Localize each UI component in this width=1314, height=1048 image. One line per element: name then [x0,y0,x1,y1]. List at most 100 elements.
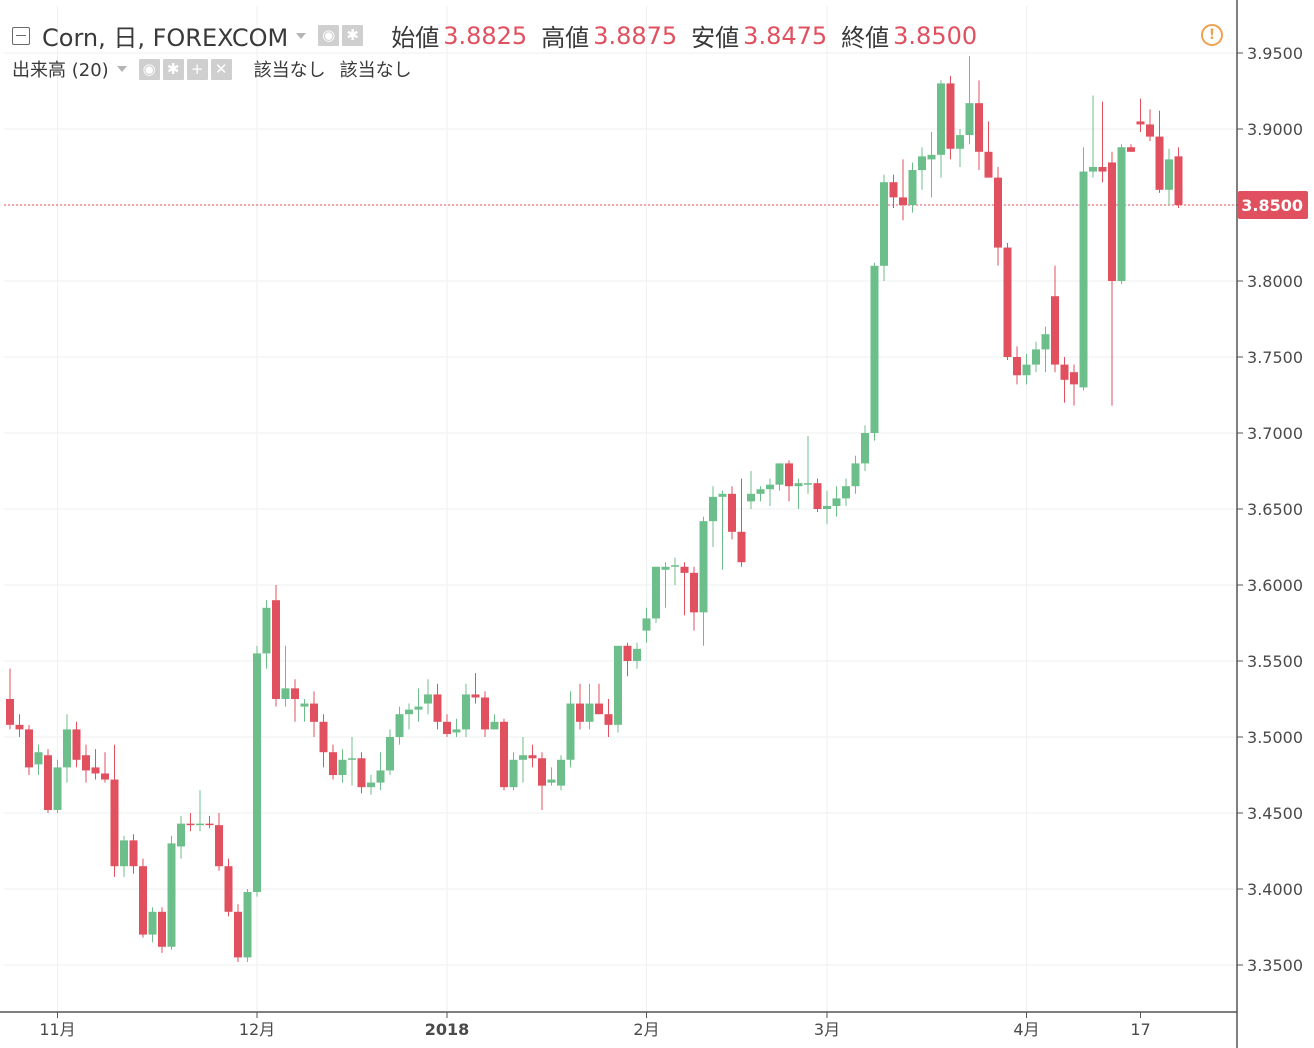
candles [6,56,1183,962]
candle-body [851,463,860,487]
volume-value-1: 該当なし [253,60,326,81]
candle-body [870,265,879,433]
candle-body [994,177,1002,248]
price-tick-label: 3.9000 [1247,120,1303,139]
close-label: 終値 [841,24,890,52]
candle-body [908,170,917,205]
candle-body [538,758,546,786]
candle-body [281,688,290,699]
candle-body [728,493,736,532]
candle-body [253,653,261,893]
open-value: 3.8825 [443,21,528,50]
candle-body [861,433,869,464]
candle-body [965,103,974,136]
candle-body [462,694,470,730]
time-axis[interactable]: 11月 12月 2018 2月 3月 4月 17 [39,1012,1151,1039]
candle-body [471,694,480,698]
candle-body [272,600,280,699]
candle-body [224,866,233,912]
price-axis[interactable]: 3.3500 3.4000 3.4500 3.5000 3.5500 3.6000 3.65… [1237,44,1308,975]
eye-icon[interactable]: ◉ [138,58,160,80]
candle-body [766,484,774,490]
candle-body [699,521,708,613]
candle-body [395,714,404,737]
candle-body [376,770,385,783]
candle-body [1089,167,1097,172]
close-value: 3.8500 [893,21,978,50]
candle-body [832,498,841,506]
candle-body [813,483,822,509]
candle-body [291,688,299,699]
open-label: 始値 [391,24,440,52]
candle-body [576,703,584,722]
candle-body [414,706,423,710]
candle-body [490,721,499,730]
price-tick-label: 3.9500 [1247,44,1303,63]
candle-body [433,694,442,722]
candle-body [690,572,698,613]
candle-body [718,493,727,497]
candle-body [956,135,964,149]
candle-body [319,721,328,753]
candle-body [34,752,43,765]
candle-body [652,566,660,619]
price-tick-label: 3.4000 [1247,880,1303,899]
chevron-down-icon[interactable] [296,32,307,39]
candle-body [424,694,432,704]
chevron-down-icon[interactable] [116,66,127,72]
candle-body [405,709,413,715]
candle-body [946,83,955,149]
candle-body [196,823,204,826]
candle-body [937,83,945,155]
candle-body [1060,364,1069,380]
candle-body [614,645,622,725]
candle-body [500,721,508,788]
candle-body [348,758,356,760]
candle-body [823,505,831,509]
candle-body [120,840,128,867]
volume-legend: 出来高 (20) ◉ ✱ + ✕ 該当なし 該当なし [12,56,412,82]
volume-title[interactable]: 出来高 (20) [12,60,109,81]
candle-body [547,779,556,783]
candle-body [15,724,24,730]
candle-body [186,823,195,826]
candle-body [566,703,575,760]
candle-body [975,103,983,152]
candle-body [1022,364,1031,376]
symbol-title[interactable]: Corn, 日, FOREXCOM [42,24,289,52]
candle-body [1041,334,1050,350]
candle-body [139,866,147,935]
candle-body [1032,349,1040,365]
candle-body [72,729,81,760]
alert-icon[interactable]: ! [1201,24,1223,46]
candle-body [443,721,451,734]
price-tick-label: 3.6000 [1247,576,1303,595]
price-tick-label: 3.8000 [1247,272,1303,291]
time-tick-label: 12月 [239,1020,275,1039]
price-tick-label: 3.3500 [1247,956,1303,975]
candle-body [129,840,138,867]
collapse-icon[interactable] [12,26,30,45]
candle-body [889,182,898,198]
candle-body [794,483,803,487]
gear-icon[interactable]: ✱ [342,25,364,46]
candle-body [756,489,765,494]
low-label: 安値 [691,24,740,52]
candle-body [338,759,347,775]
eye-icon[interactable]: ◉ [318,25,340,46]
candle-body [604,714,613,725]
candle-body [918,156,926,171]
candle-body [1013,357,1021,376]
candle-body [205,823,214,826]
candle-body [1117,147,1126,281]
price-tick-label: 3.7000 [1247,424,1303,443]
close-icon[interactable]: ✕ [210,58,232,80]
plus-icon[interactable]: + [186,58,208,80]
candle-body [623,645,632,661]
candle-body [481,697,489,730]
candle-body [1155,136,1164,190]
gear-icon[interactable]: ✱ [162,58,184,80]
candle-body [357,758,366,788]
candle-body [63,729,71,768]
